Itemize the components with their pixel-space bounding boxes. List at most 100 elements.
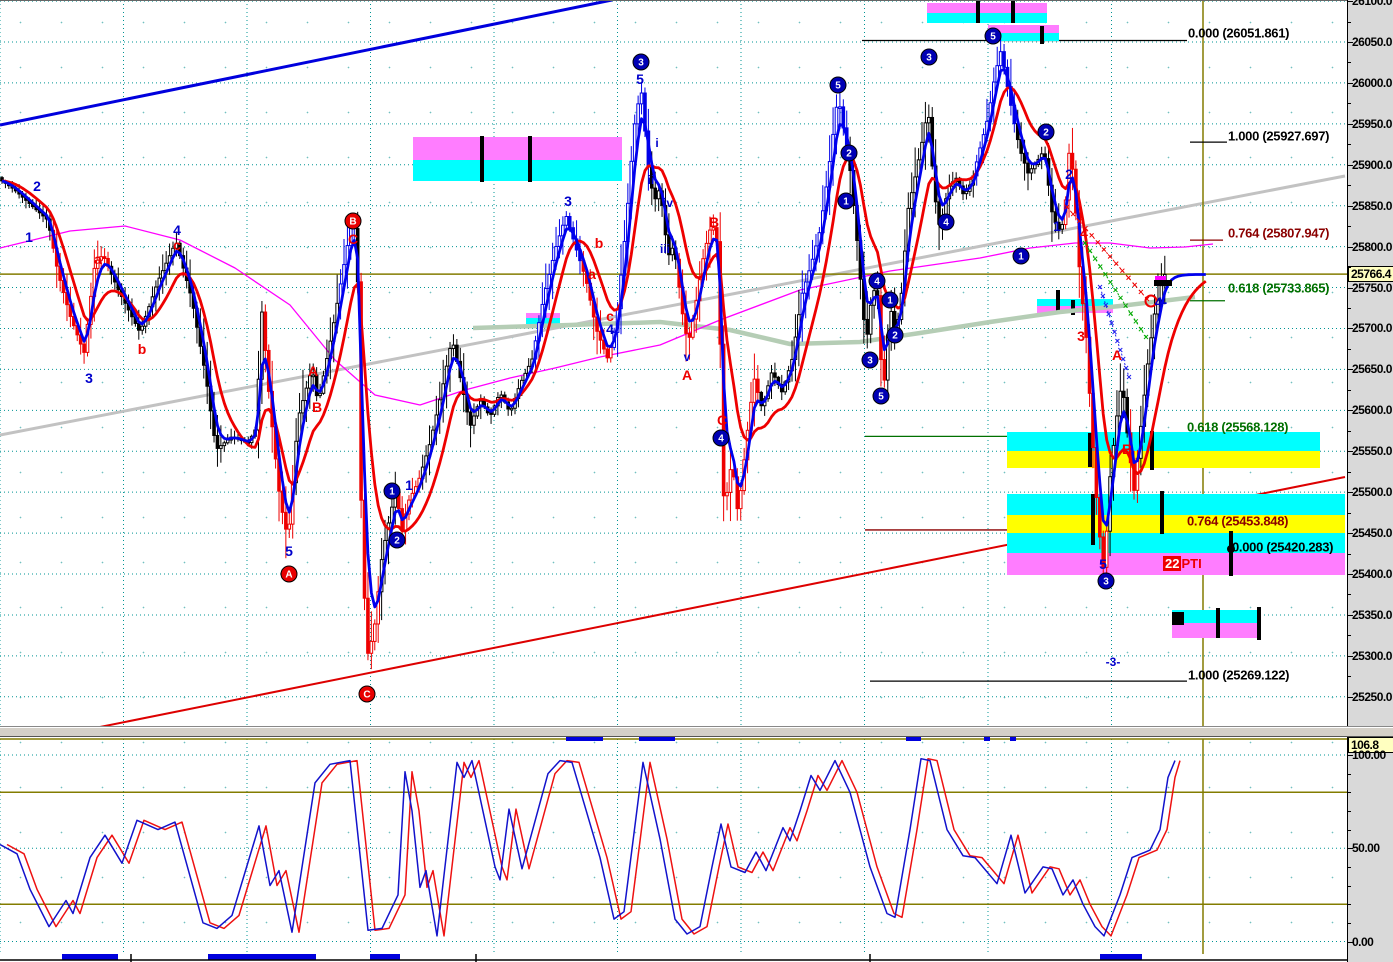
x-mark — [1102, 271, 1108, 277]
wave-label-4[interactable]: 4 — [937, 213, 955, 231]
oscillator-blue-line — [0, 757, 1176, 937]
fib-label[interactable]: 0.618 (25733.865) — [1228, 280, 1330, 296]
x-mark — [1097, 264, 1103, 269]
fib-label[interactable]: 1.000 (25927.697) — [1228, 128, 1330, 144]
price-axis-label: 25600.0 — [1352, 403, 1392, 418]
wave-label-i[interactable]: i — [655, 136, 659, 150]
x-mark — [1115, 338, 1120, 344]
axis-tick — [1348, 226, 1351, 228]
x-mark — [1101, 247, 1107, 252]
price-axis[interactable]: 25766.4 106.8 26100.0 26050.0 26000.0 25950… — [1347, 0, 1393, 962]
wave-label-5[interactable]: 5 — [829, 76, 847, 94]
wave-label-A[interactable]: A — [1111, 347, 1123, 363]
wave-label-4[interactable]: 4 — [173, 222, 181, 238]
wave-label-1[interactable]: 1 — [1053, 218, 1061, 234]
wave-label-1[interactable]: 1 — [837, 192, 855, 210]
wave-label-4[interactable]: 4- — [1154, 294, 1168, 310]
panel-splitter[interactable] — [0, 727, 1393, 737]
wave-label-3[interactable]: 3 — [1097, 572, 1115, 590]
axis-tick — [1348, 655, 1353, 657]
wave-label-1[interactable]: 1 — [383, 482, 401, 500]
wave-label-b[interactable]: b — [137, 341, 147, 357]
wave-label-5[interactable]: 5 — [636, 71, 644, 87]
fib-label[interactable]: 0.000 (26051.861) — [1188, 25, 1290, 41]
wave-label-B[interactable]: B — [311, 399, 323, 415]
wave-label-b[interactable]: b — [594, 235, 604, 251]
wave-label-c[interactable]: c — [173, 237, 181, 253]
wave-label-5[interactable]: 5 — [984, 27, 1002, 45]
wave-label-1[interactable]: 1 — [881, 291, 899, 309]
wave-label-A[interactable]: A — [307, 363, 319, 379]
axis-tick — [1348, 1, 1353, 3]
wave-label-4[interactable]: 4 — [606, 321, 614, 337]
wave-label-1[interactable]: 1 — [1012, 247, 1030, 265]
projection-line — [1099, 286, 1130, 378]
wave-label-B[interactable]: B — [708, 214, 720, 230]
wave-label-3[interactable]: 3 — [920, 48, 938, 66]
x-mark — [1118, 295, 1123, 301]
wave-label-3[interactable]: 3 — [85, 370, 93, 386]
x-mark — [1138, 289, 1144, 295]
wave-label-1[interactable]: 1 — [405, 477, 413, 493]
wave-label-2[interactable]: 2 — [33, 178, 41, 194]
axis-tick — [1348, 492, 1353, 494]
fib-label[interactable]: 0.764 (25807.947) — [1228, 225, 1330, 241]
fib-label[interactable]: 0.764 (25453.848) — [1187, 513, 1289, 529]
wave-label-iii[interactable]: iii — [659, 242, 671, 256]
axis-tick — [1348, 185, 1351, 187]
fib-label[interactable]: 1.000 (25269.122) — [1188, 667, 1290, 683]
wave-label-3[interactable]: 3 — [1077, 328, 1085, 344]
axis-tick — [1348, 82, 1353, 84]
signal-bar-top — [984, 736, 990, 741]
target-zone-c — [413, 137, 622, 160]
fib-label[interactable]: 0.000 (25420.283) — [1232, 539, 1334, 555]
wave-label-3[interactable]: 3 — [632, 53, 650, 71]
wave-label-2[interactable]: 2 — [1065, 166, 1073, 182]
wave-label-4[interactable]: 4 — [868, 272, 886, 290]
axis-tick — [1348, 829, 1351, 831]
wave-label-C[interactable]: C — [347, 231, 359, 247]
pti-label[interactable]: 22 PTI — [1163, 556, 1202, 572]
axis-tick — [1348, 21, 1351, 23]
x-mark — [1123, 365, 1129, 371]
fib-label[interactable]: 0.618 (25568.128) — [1187, 419, 1289, 435]
x-mark — [1103, 302, 1109, 308]
wave-label-iv[interactable]: iv — [662, 196, 674, 210]
wave-label-2[interactable]: 2 — [1037, 123, 1055, 141]
wave-label-5[interactable]: 5 — [285, 543, 293, 559]
wave-label-ii[interactable]: ii — [647, 173, 655, 187]
wave-label-4[interactable]: 4 — [712, 429, 730, 447]
wave-label-B[interactable]: B — [1121, 441, 1133, 457]
wave-label-A[interactable]: A — [681, 367, 693, 383]
wave-label-3[interactable]: -3- — [1105, 655, 1121, 669]
wave-label-3[interactable]: 3 — [564, 193, 572, 209]
target-zone-mini-bar — [1071, 300, 1075, 315]
wave-label-a[interactable]: a — [588, 266, 596, 282]
wave-label-v[interactable]: v — [683, 350, 691, 364]
wave-label-B[interactable]: B — [344, 212, 362, 230]
axis-tick — [1348, 389, 1351, 391]
wave-label-A[interactable]: A — [280, 565, 298, 583]
wave-label-2[interactable]: 2 — [388, 531, 406, 549]
axis-tick — [1348, 328, 1353, 330]
blue-smoothed-line — [1, 67, 1206, 609]
wave-label-2[interactable]: 2 — [886, 326, 904, 344]
wave-label-c[interactable]: c — [606, 308, 614, 324]
wave-label-a[interactable]: a — [94, 251, 102, 267]
wave-label-3[interactable]: 3 — [861, 351, 879, 369]
x-mark — [1095, 240, 1101, 245]
wave-label-C[interactable]: C — [716, 412, 728, 428]
wave-label-C[interactable]: C — [358, 685, 376, 703]
wave-label-5[interactable]: 5 — [872, 387, 890, 405]
close-marker-magenta — [1155, 276, 1166, 280]
wave-label-1[interactable]: 1 — [25, 229, 33, 245]
target-zone-a — [927, 3, 1047, 13]
axis-tick — [1348, 308, 1351, 309]
wave-label-4[interactable]: 4 — [1080, 225, 1088, 241]
wave-label-2[interactable]: 2 — [840, 144, 858, 162]
oscillator-red-line — [6, 757, 1181, 937]
wave-label-5[interactable]: 5 — [1099, 556, 1107, 572]
price-axis-label: 26050.0 — [1352, 35, 1392, 49]
x-mark — [1070, 211, 1076, 217]
